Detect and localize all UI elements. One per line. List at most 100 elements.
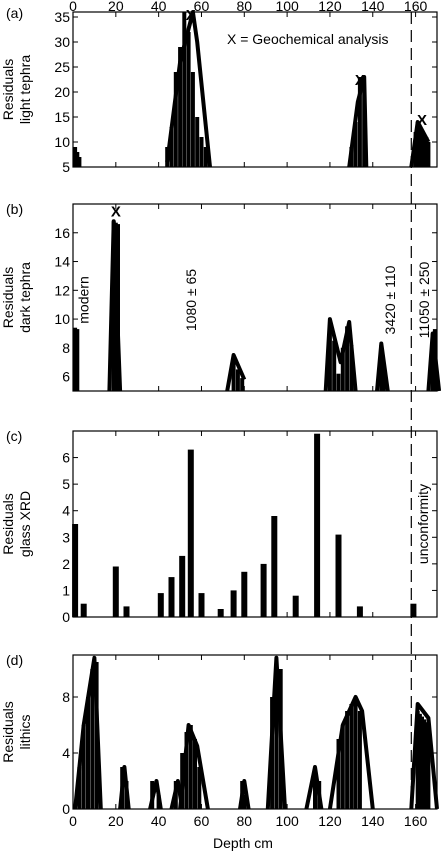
bar	[422, 719, 427, 809]
bar	[113, 222, 118, 391]
y-tick-label: 35	[54, 9, 70, 25]
bar	[72, 524, 79, 617]
age-annotation: 11050 ± 250	[416, 261, 432, 338]
bar	[345, 326, 350, 391]
y-tick-label: 4	[62, 745, 70, 761]
bar	[424, 137, 429, 167]
y-tick-label: 4	[62, 503, 70, 519]
bar	[353, 697, 358, 809]
plot-frame	[72, 11, 438, 168]
bar	[156, 795, 161, 809]
bar	[112, 566, 119, 617]
bar	[327, 326, 332, 391]
bar	[165, 147, 170, 167]
x-tick-label: 80	[237, 813, 253, 829]
bar	[260, 563, 267, 617]
x-tick-label: 40	[151, 813, 167, 829]
bar	[73, 147, 78, 167]
y-tick-label: 6	[62, 369, 70, 385]
x-tick-label: 0	[69, 0, 77, 14]
y-tick-label: 3	[62, 529, 70, 545]
bar	[379, 345, 384, 391]
y-tick-label: 8	[62, 689, 70, 705]
panel-label: (a)	[6, 5, 23, 21]
y-axis-label: Residuals	[0, 59, 16, 120]
bar	[86, 697, 90, 809]
bar	[178, 47, 183, 167]
y-axis-label: glass XRD	[17, 491, 33, 557]
bar	[317, 781, 322, 809]
bar	[217, 609, 224, 617]
bar	[150, 781, 155, 809]
bar	[173, 781, 178, 809]
x-tick-label: 80	[237, 0, 253, 14]
bar	[184, 732, 189, 809]
x-tick-label: 20	[108, 0, 124, 14]
panel-label: (d)	[6, 652, 23, 668]
bar	[362, 92, 367, 167]
envelope-line	[225, 353, 247, 392]
panel-label: (c)	[6, 428, 22, 444]
bar	[340, 725, 345, 809]
y-axis-label: lithics	[17, 714, 33, 749]
envelope-layer	[73, 10, 441, 810]
y-tick-label: 10	[54, 134, 70, 150]
bar	[80, 603, 87, 617]
bar	[270, 697, 275, 809]
plot-frame	[72, 203, 438, 392]
y-tick-label: 0	[62, 801, 70, 817]
bar-layer	[72, 12, 437, 809]
bar	[186, 32, 191, 167]
bar	[169, 127, 174, 167]
bar	[77, 157, 82, 167]
bar	[271, 516, 278, 617]
x-tick-label: 60	[194, 813, 210, 829]
geochem-marker: X	[355, 72, 365, 89]
bar	[75, 152, 80, 167]
envelope-line	[375, 341, 390, 392]
age-annotation: modern	[76, 276, 92, 323]
bar	[417, 713, 422, 809]
y-tick-label: 10	[54, 311, 70, 327]
y-tick-label: 15	[54, 109, 70, 125]
bar	[426, 142, 431, 167]
bar	[349, 704, 354, 809]
bar	[432, 329, 437, 391]
x-tick-label: 120	[318, 0, 342, 14]
bar	[336, 739, 341, 809]
y-tick-label: 1	[62, 582, 70, 598]
bar	[230, 590, 237, 617]
axes-layer	[72, 11, 438, 810]
bar	[180, 753, 185, 809]
bar	[422, 137, 427, 167]
x-tick-label: 160	[404, 0, 428, 14]
y-tick-label: 12	[54, 282, 70, 298]
age-annotation: 1080 ± 65	[183, 269, 199, 331]
x-tick-label: 160	[404, 813, 428, 829]
x-tick-label: 140	[361, 0, 385, 14]
bar	[73, 327, 78, 391]
bar	[314, 433, 321, 617]
bar	[193, 739, 197, 809]
bar	[336, 373, 341, 391]
geochem-marker: X	[111, 203, 121, 220]
y-axis-label: dark tephra	[17, 262, 33, 333]
bar	[356, 606, 363, 617]
bar	[195, 117, 200, 167]
plot-frame	[72, 654, 438, 810]
bar	[235, 369, 240, 391]
bar	[77, 767, 82, 809]
bar	[332, 340, 337, 391]
bar	[187, 449, 194, 617]
x-tick-label: 100	[275, 0, 299, 14]
envelope-line	[409, 702, 439, 810]
bar	[199, 137, 204, 167]
geochem-marker: X	[186, 7, 196, 24]
y-tick-label: 5	[62, 476, 70, 492]
bar	[116, 224, 120, 391]
bar	[120, 767, 125, 809]
y-tick-label: 5	[62, 159, 70, 175]
bar	[124, 781, 129, 809]
y-tick-label: 25	[54, 59, 70, 75]
